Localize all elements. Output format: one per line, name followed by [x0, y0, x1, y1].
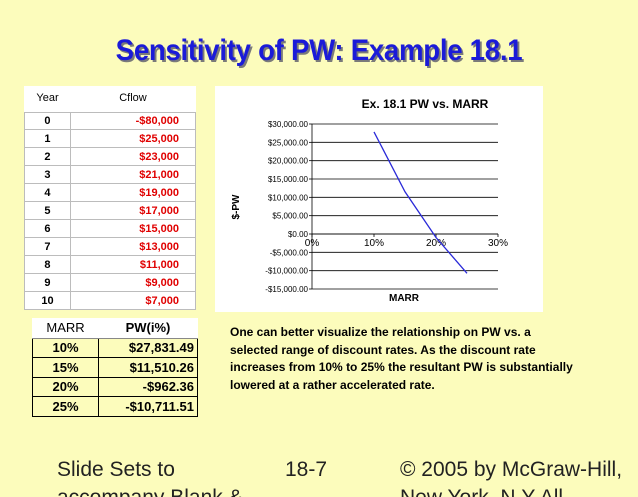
cashflow-row: 0 -$80,000 [24, 111, 197, 131]
year-cell: 7 [24, 237, 71, 257]
slide-title: Sensitivity of PW: Example 18.1 [115, 34, 523, 67]
cashflow-row: 7 $13,000 [24, 237, 197, 257]
year-cell: 3 [24, 165, 71, 185]
pw-header: PW(i%) [98, 318, 198, 339]
marr-cell: 20% [32, 376, 99, 397]
cflow-cell: $21,000 [69, 165, 197, 185]
marr-cell: 10% [32, 337, 99, 358]
year-cell: 10 [24, 291, 71, 310]
footer-left: Slide Sets to [57, 458, 175, 481]
cflow-cell: $11,000 [69, 255, 197, 275]
y-tick-label: $10,000.00 [268, 193, 309, 202]
cflow-cell: $19,000 [69, 183, 197, 203]
cashflow-row: 1 $25,000 [24, 129, 197, 149]
footer-left-cut: accompany Blank & [57, 486, 243, 497]
y-tick-label: $5,000.00 [272, 212, 308, 221]
pw-cell: -$962.36 [98, 376, 198, 397]
cashflow-row: 9 $9,000 [24, 273, 197, 293]
cflow-cell: $9,000 [69, 273, 197, 293]
cflow-cell: $7,000 [69, 291, 197, 310]
cflow-cell: -$80,000 [69, 111, 197, 131]
pw-row: 15% $11,510.26 [32, 357, 198, 378]
y-tick-label: -$5,000.00 [270, 248, 309, 257]
year-cell: 5 [24, 201, 71, 221]
y-tick-label: $30,000.00 [268, 120, 309, 129]
x-tick-label: 0% [305, 238, 320, 249]
y-tick-label: $15,000.00 [268, 175, 309, 184]
cflow-cell: $23,000 [69, 147, 197, 167]
cflow-cell: $13,000 [69, 237, 197, 257]
year-cell: 9 [24, 273, 71, 293]
year-cell: 2 [24, 147, 71, 167]
y-tick-label: -$10,000.00 [265, 267, 308, 276]
cashflow-row: 8 $11,000 [24, 255, 197, 275]
explanation-text: One can better visualize the relationshi… [230, 325, 573, 392]
year-cell: 6 [24, 219, 71, 239]
cflow-cell: $15,000 [69, 219, 197, 239]
x-tick-label: 10% [364, 238, 384, 249]
x-axis-label: MARR [389, 293, 420, 304]
cflow-cell: $17,000 [69, 201, 197, 221]
year-cell: 0 [24, 111, 71, 131]
y-tick-label: $20,000.00 [268, 157, 309, 166]
cflow-cell: $25,000 [69, 129, 197, 149]
year-cell: 8 [24, 255, 71, 275]
cashflow-row: 4 $19,000 [24, 183, 197, 203]
x-tick-label: 30% [488, 238, 508, 249]
footer-copyright-cut: New York, N.Y All [400, 486, 563, 497]
cashflow-row: 6 $15,000 [24, 219, 197, 239]
pw-chart: Ex. 18.1 PW vs. MARR $30,000.00 $25,000.00… [215, 86, 543, 312]
marr-header: MARR [32, 318, 99, 339]
pw-table: MARR PW(i%) 10% $27,831.49 15% $11,510.26 20… [32, 318, 198, 417]
y-tick-label: $0.00 [288, 230, 309, 239]
cashflow-row: 3 $21,000 [24, 165, 197, 185]
pw-cell: $11,510.26 [98, 357, 198, 378]
pw-header-row: MARR PW(i%) [32, 318, 198, 339]
y-axis-label: $-PW [231, 194, 242, 220]
slide-number: 18-7 [285, 458, 328, 481]
cflow-header: Cflow [119, 92, 147, 104]
cashflow-row: 5 $17,000 [24, 201, 197, 221]
pw-row: 10% $27,831.49 [32, 337, 198, 358]
pw-cell: -$10,711.51 [98, 396, 198, 417]
x-tick-label: 20% [426, 238, 446, 249]
y-tick-label: -$15,000.00 [265, 285, 308, 294]
footer-copyright: © 2005 by McGraw-Hill, [400, 458, 623, 481]
pw-cell: $27,831.49 [98, 337, 198, 358]
cashflow-header-row: Year Cflow [25, 86, 196, 112]
pw-row: 20% -$962.36 [32, 376, 198, 397]
cashflow-row: 2 $23,000 [24, 147, 197, 167]
pw-line [373, 131, 468, 274]
pw-row: 25% -$10,711.51 [32, 396, 198, 417]
cashflow-table: Year Cflow 0 -$80,000 1 $25,000 2 $23,000 3 $21… [24, 86, 197, 310]
pw-chart-svg: Ex. 18.1 PW vs. MARR $30,000.00 $25,000.00… [231, 97, 508, 304]
marr-cell: 15% [32, 357, 99, 378]
year-header: Year [36, 92, 59, 104]
chart-title: Ex. 18.1 PW vs. MARR [362, 97, 489, 111]
year-cell: 4 [24, 183, 71, 203]
y-tick-label: $25,000.00 [268, 138, 309, 147]
cashflow-row: 10 $7,000 [24, 291, 197, 310]
marr-cell: 25% [32, 396, 99, 417]
year-cell: 1 [24, 129, 71, 149]
